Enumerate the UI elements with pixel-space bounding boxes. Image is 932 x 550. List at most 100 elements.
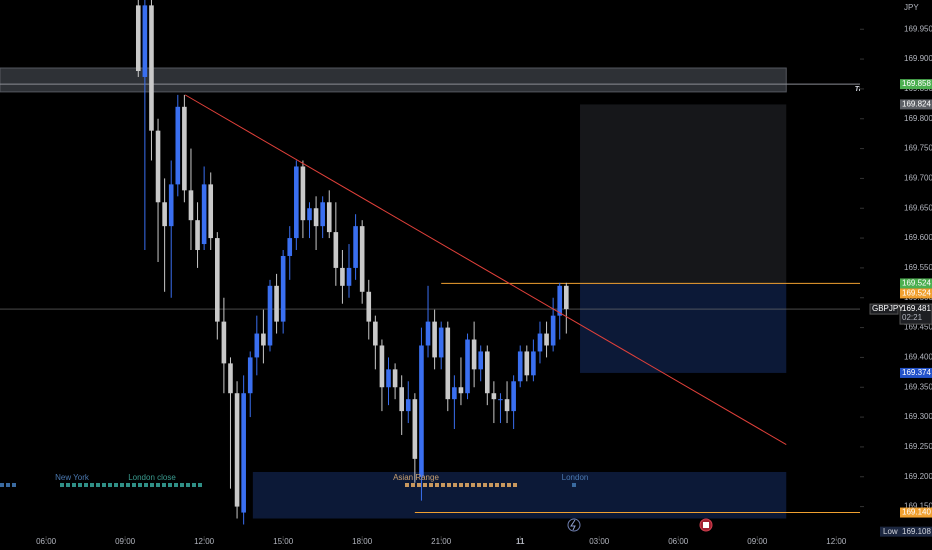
- zone: [0, 67, 787, 93]
- session-dot: [84, 483, 88, 487]
- session-dot: [0, 483, 4, 487]
- candle-body: [294, 166, 299, 239]
- plot: Target PriceBSLQSSLQ: [0, 0, 932, 525]
- low-tag-name: Low: [883, 527, 898, 536]
- candle-body: [149, 5, 154, 131]
- session-dot: [513, 483, 517, 487]
- session-dot: [471, 483, 475, 487]
- x-tick-label: 15:00: [273, 537, 294, 546]
- x-tick-label: 18:00: [352, 537, 373, 546]
- x-tick-label: 09:00: [115, 537, 136, 546]
- candle-body: [452, 387, 457, 400]
- candle-body: [544, 333, 549, 346]
- session-dot: [120, 483, 124, 487]
- candle-body: [326, 202, 332, 233]
- session-dot: [144, 483, 148, 487]
- candle-body: [201, 184, 207, 245]
- price-tag-label: 169.374: [902, 368, 931, 377]
- session-dot: [459, 483, 463, 487]
- candle-body: [373, 321, 378, 346]
- candle-body: [419, 345, 424, 477]
- candle-body: [228, 363, 233, 394]
- candle-body: [379, 345, 385, 388]
- session-dot: [168, 483, 172, 487]
- price-tag-label: 169.858: [902, 79, 931, 88]
- price-tag: [900, 99, 932, 110]
- y-tick-label: 169.150: [904, 502, 932, 511]
- y-tick-label: 169.950: [904, 24, 932, 33]
- candle-body: [307, 208, 312, 221]
- session-label: London: [562, 473, 589, 482]
- event-icon: [570, 519, 576, 531]
- session-dot: [441, 483, 445, 487]
- price-tag: [900, 507, 932, 518]
- session-dot: [572, 483, 576, 487]
- candle-body: [386, 369, 391, 388]
- y-tick-label: 169.200: [904, 472, 932, 481]
- candle-body: [471, 339, 477, 370]
- session-dot: [6, 483, 10, 487]
- zone: [580, 104, 787, 284]
- session-dot: [114, 483, 118, 487]
- price-tag-label: 169.524: [902, 289, 931, 298]
- y-tick-label: 169.350: [904, 382, 932, 391]
- candle-body: [261, 333, 266, 346]
- session-dot: [423, 483, 427, 487]
- session-dot: [483, 483, 487, 487]
- x-tick-label: 09:00: [747, 537, 768, 546]
- candle-body: [320, 202, 325, 227]
- y-tick-label: 169.700: [904, 174, 932, 183]
- y-tick-label: 169.250: [904, 442, 932, 451]
- session-dot: [507, 483, 511, 487]
- candle-body: [280, 255, 286, 322]
- event-icon[interactable]: [567, 518, 581, 532]
- x-tick-label: 12:00: [194, 537, 215, 546]
- candle-body: [135, 5, 141, 72]
- session-dot: [138, 483, 142, 487]
- session-dot: [411, 483, 415, 487]
- y-tick-label: 169.800: [904, 114, 932, 123]
- session-dot: [108, 483, 112, 487]
- candle-body: [531, 351, 536, 376]
- candle-body: [215, 238, 220, 322]
- session-dot: [186, 483, 190, 487]
- candle-body: [465, 339, 470, 394]
- session-dot: [495, 483, 499, 487]
- candle-body: [208, 184, 214, 239]
- session-dot: [417, 483, 421, 487]
- candle-body: [432, 321, 437, 358]
- candle-body: [267, 285, 273, 346]
- session-label: New York: [55, 473, 90, 482]
- x-tick-label: 06:00: [668, 537, 689, 546]
- y-tick-label: 169.650: [904, 203, 932, 212]
- candle-body: [478, 351, 484, 370]
- event-icon: [703, 522, 709, 528]
- session-dot: [72, 483, 76, 487]
- x-tick-label: 06:00: [36, 537, 57, 546]
- candle-body: [458, 387, 464, 394]
- candle-body: [274, 285, 279, 322]
- session-dot: [453, 483, 457, 487]
- session-dot: [150, 483, 154, 487]
- y-tick-label: 169.300: [904, 412, 932, 421]
- candle-body: [287, 238, 293, 256]
- session-dot: [126, 483, 130, 487]
- session-dot: [132, 483, 136, 487]
- candle-body: [300, 166, 306, 221]
- session-dot: [405, 483, 409, 487]
- candle-body: [564, 285, 569, 310]
- x-tick-label: 11: [516, 537, 525, 546]
- candle-body: [425, 321, 431, 346]
- candle-body: [333, 232, 339, 268]
- candle-body: [313, 208, 319, 227]
- price-tag-label: 169.140: [902, 508, 931, 517]
- candle-body: [557, 285, 563, 316]
- y-tick-label: 169.600: [904, 233, 932, 242]
- candle-body: [340, 267, 345, 286]
- y-tick-label: 169.400: [904, 353, 932, 362]
- candle-body: [155, 130, 161, 203]
- session-dot: [96, 483, 100, 487]
- y-tick-label: 169.750: [904, 144, 932, 153]
- candle-body: [405, 399, 411, 412]
- x-tick-label: 21:00: [431, 537, 452, 546]
